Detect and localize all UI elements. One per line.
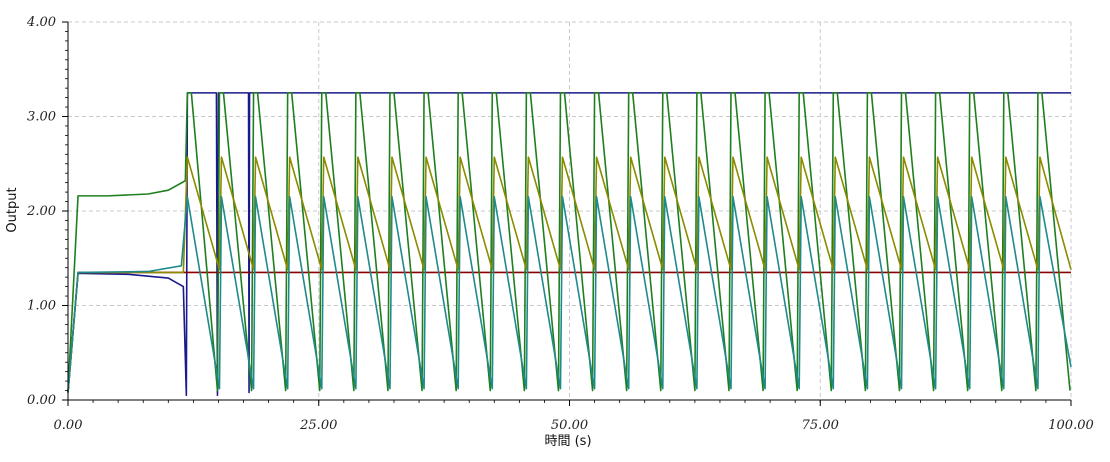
series-line-5 — [67, 196, 1072, 393]
x-tick-label: 25.00 — [299, 418, 337, 433]
series-lines — [67, 92, 1072, 397]
x-axis-label: 時間 (s) — [544, 434, 591, 449]
tick-labels: 0.00 1.00 2.00 3.00 4.00 0.00 25.00 50.00 75.00 1… — [26, 15, 1094, 433]
series-line-4 — [67, 156, 1072, 393]
x-tick-label: 75.00 — [802, 418, 839, 433]
series-line-3 — [67, 92, 1071, 393]
y-axis-label: Output — [5, 187, 20, 232]
y-tick-label: 1.00 — [27, 299, 56, 314]
y-tick-label: 2.00 — [26, 204, 56, 219]
series-line-1 — [67, 92, 1071, 397]
x-tick-label: 50.00 — [551, 418, 588, 433]
y-tick-label: 0.00 — [27, 393, 56, 408]
y-tick-label: 4.00 — [26, 15, 56, 30]
x-tick-label: 100.00 — [1048, 418, 1094, 433]
tick-marks — [62, 21, 1072, 406]
y-tick-label: 3.00 — [27, 110, 56, 125]
x-tick-label: 0.00 — [54, 418, 83, 433]
